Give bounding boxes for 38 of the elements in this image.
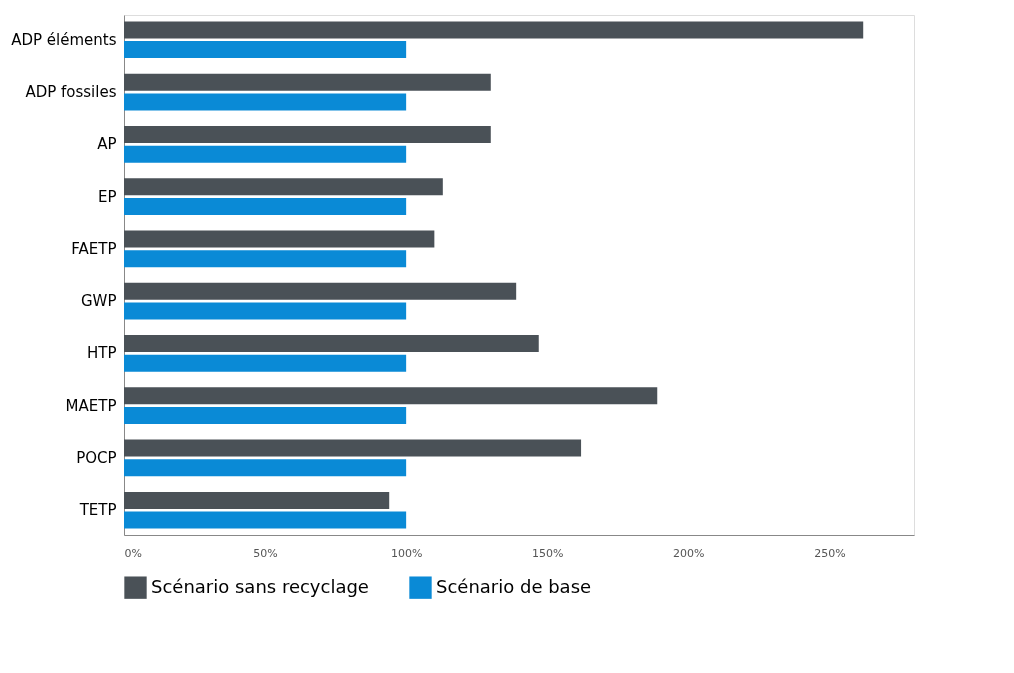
legend-label: Scénario sans recyclage [151, 575, 369, 597]
bar [124, 354, 407, 372]
bar [124, 406, 407, 424]
bar [124, 230, 435, 248]
bar [124, 41, 407, 59]
bar [124, 511, 407, 529]
bar [124, 126, 491, 144]
bar [124, 21, 864, 39]
bar [124, 250, 407, 268]
bar [124, 302, 407, 320]
x-tick-label: 200% [673, 546, 705, 560]
bar [124, 335, 539, 353]
legend-label: Scénario de base [436, 575, 592, 597]
bar [124, 178, 443, 196]
y-tick-label: HTP [87, 344, 117, 363]
bar [124, 459, 407, 477]
bar [124, 387, 658, 405]
bar [124, 491, 390, 509]
x-tick-label: 100% [390, 546, 423, 560]
y-tick-label: ADP éléments [11, 30, 117, 49]
x-tick-label: 250% [814, 546, 846, 560]
bar [124, 282, 517, 300]
bar [124, 73, 491, 91]
y-tick-label: MAETP [65, 396, 117, 415]
bar [124, 93, 407, 111]
y-tick-label: EP [97, 187, 117, 206]
x-tick-label: 0% [124, 546, 142, 560]
bar [124, 197, 407, 215]
x-tick-label: 50% [253, 546, 278, 560]
bar [124, 439, 582, 457]
x-tick-label: 150% [531, 546, 564, 560]
y-tick-label: GWP [80, 292, 117, 311]
y-tick-label: TETP [78, 501, 117, 520]
y-tick-label: POCP [76, 448, 117, 467]
y-tick-label: FAETP [71, 239, 117, 258]
y-tick-label: AP [97, 135, 117, 154]
bar [124, 145, 407, 163]
y-tick-label: ADP fossiles [25, 83, 117, 102]
